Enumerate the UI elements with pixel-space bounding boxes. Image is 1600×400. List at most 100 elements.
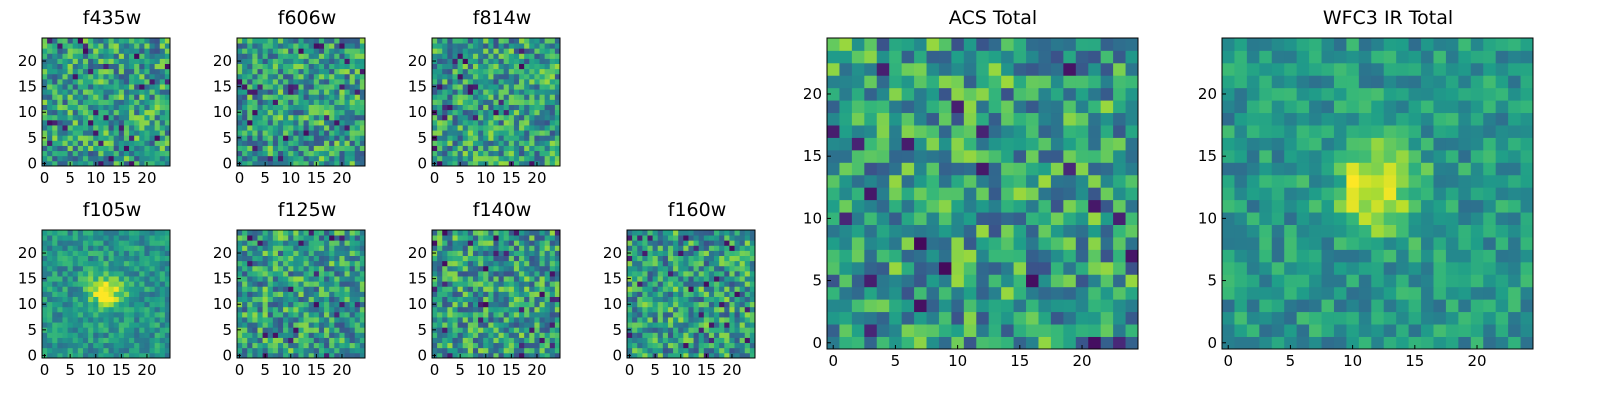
heatmap-cell <box>678 260 684 267</box>
heatmap-cell <box>637 250 643 256</box>
heatmap-cell <box>277 94 284 100</box>
heatmap-cell <box>503 281 510 287</box>
x-tick-label: 10 <box>281 169 300 187</box>
heatmap-cell <box>72 327 79 333</box>
heatmap-cell <box>159 155 166 162</box>
heatmap-cell <box>313 109 320 116</box>
heatmap-cell <box>277 84 284 90</box>
heatmap-cell <box>67 332 74 338</box>
heatmap-cell <box>513 53 520 59</box>
heatmap-cell <box>452 104 458 111</box>
heatmap-cell <box>329 306 335 313</box>
heatmap-cell <box>519 311 525 318</box>
heatmap-cell <box>42 270 48 277</box>
heatmap-cell <box>1050 224 1064 238</box>
heatmap-cell <box>472 291 479 297</box>
heatmap-cell <box>247 230 253 236</box>
heatmap-cell <box>744 235 751 241</box>
heatmap-cell <box>534 38 540 44</box>
heatmap-cell <box>534 291 540 297</box>
heatmap-cell <box>262 109 269 116</box>
heatmap-cell <box>339 48 345 54</box>
heatmap-cell <box>467 63 474 70</box>
heatmap-cell <box>1100 249 1114 263</box>
heatmap-cell <box>134 130 140 136</box>
heatmap-cell <box>637 352 643 359</box>
heatmap-cell <box>662 342 669 349</box>
heatmap-cell <box>77 48 84 54</box>
heatmap-cell <box>344 265 351 272</box>
heatmap-cell <box>452 286 458 292</box>
heatmap-cell <box>267 89 274 95</box>
heatmap-cell <box>149 276 156 282</box>
heatmap-cell <box>488 58 494 64</box>
heatmap-cell <box>478 38 484 44</box>
heatmap-cell <box>493 322 499 328</box>
heatmap-cell <box>283 94 289 100</box>
heatmap-cell <box>693 301 700 308</box>
heatmap-cell <box>52 140 58 146</box>
heatmap-cell <box>283 342 289 349</box>
heatmap-cell <box>452 89 458 95</box>
heatmap-cell <box>77 250 84 256</box>
heatmap-cell <box>144 240 150 246</box>
heatmap-cell <box>283 48 289 54</box>
heatmap-cell <box>298 130 304 136</box>
heatmap-cell <box>554 296 561 303</box>
heatmap-cell <box>57 240 63 246</box>
heatmap-cell <box>329 89 335 95</box>
heatmap-cell <box>159 84 166 90</box>
heatmap-cell <box>149 250 156 256</box>
heatmap-cell <box>164 327 171 333</box>
heatmap-cell <box>478 311 484 318</box>
heatmap-cell <box>62 317 68 323</box>
heatmap-cell <box>339 311 345 318</box>
heatmap-cell <box>47 63 53 70</box>
heatmap-cell <box>88 235 94 241</box>
heatmap-cell <box>72 48 79 54</box>
heatmap-cell <box>519 317 525 323</box>
heatmap-cell <box>303 63 310 70</box>
heatmap-cell <box>62 342 68 349</box>
heatmap-cell <box>88 342 94 349</box>
heatmap-cell <box>252 140 258 146</box>
heatmap-cell <box>67 48 74 54</box>
heatmap-cell <box>303 78 310 85</box>
heatmap-cell <box>324 317 330 323</box>
heatmap-cell <box>242 58 248 64</box>
heatmap-cell <box>113 48 120 54</box>
heatmap-cell <box>864 286 878 300</box>
heatmap-cell <box>67 281 74 287</box>
heatmap-cell <box>462 43 469 49</box>
heatmap-cell <box>354 276 361 282</box>
heatmap-cell <box>693 296 700 303</box>
heatmap-cell <box>544 119 551 126</box>
heatmap-cell <box>714 342 720 349</box>
heatmap-cell <box>493 155 499 162</box>
heatmap-cell <box>72 306 79 313</box>
heatmap-cell <box>164 301 171 308</box>
heatmap-cell <box>349 130 356 136</box>
heatmap-cell <box>1113 174 1126 188</box>
heatmap-cell <box>267 240 274 246</box>
heatmap-cell <box>632 296 638 303</box>
heatmap-cell <box>123 265 130 272</box>
heatmap-cell <box>657 286 664 292</box>
heatmap-cell <box>493 265 499 272</box>
heatmap-cell <box>667 332 674 338</box>
heatmap-cell <box>82 109 89 116</box>
heatmap-cell <box>267 125 274 131</box>
heatmap-cell <box>242 276 248 282</box>
heatmap-cell <box>293 38 299 44</box>
heatmap-cell <box>703 245 710 251</box>
heatmap-cell <box>549 235 556 241</box>
heatmap-cell <box>139 276 145 282</box>
heatmap-cell <box>442 99 448 105</box>
heatmap-cell <box>159 347 166 354</box>
heatmap-cell <box>324 78 330 85</box>
heatmap-cell <box>462 281 469 287</box>
heatmap-cell <box>93 240 99 246</box>
heatmap-cell <box>164 281 171 287</box>
heatmap-cell <box>318 352 325 359</box>
heatmap-cell <box>267 73 274 80</box>
